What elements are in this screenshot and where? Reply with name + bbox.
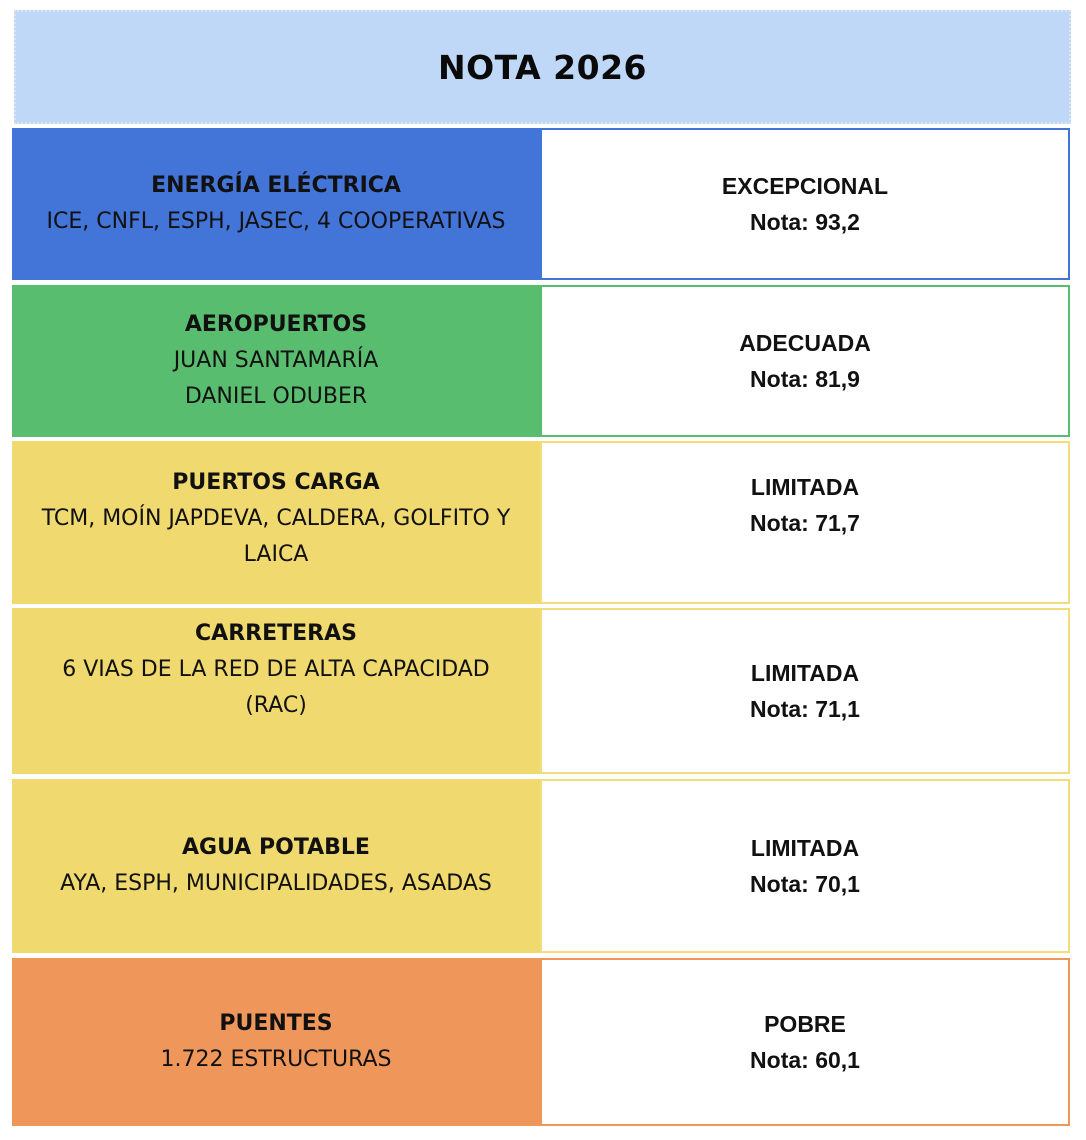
category-detail: ICE, CNFL, ESPH, JASEC, 4 COOPERATIVAS bbox=[46, 209, 506, 234]
category-detail: JUAN SANTAMARÍA bbox=[173, 348, 379, 373]
row-energia: ENERGÍA ELÉCTRICA ICE, CNFL, ESPH, JASEC… bbox=[12, 128, 1070, 280]
category-cell: CARRETERAS 6 VIAS DE LA RED DE ALTA CAPA… bbox=[12, 608, 540, 774]
category-detail: 6 VIAS DE LA RED DE ALTA CAPACIDAD bbox=[62, 657, 490, 682]
score-value: 93,2 bbox=[815, 209, 860, 235]
score-prefix: Nota: bbox=[750, 1047, 809, 1073]
category-detail: AYA, ESPH, MUNICIPALIDADES, ASADAS bbox=[60, 871, 492, 896]
score-prefix: Nota: bbox=[750, 366, 809, 392]
score-prefix: Nota: bbox=[750, 209, 809, 235]
category-cell: AEROPUERTOS JUAN SANTAMARÍA DANIEL ODUBE… bbox=[12, 285, 540, 437]
score-value: 60,1 bbox=[815, 1047, 860, 1073]
rating-label: ADECUADA bbox=[739, 330, 871, 356]
category-title: AEROPUERTOS bbox=[184, 312, 368, 337]
rating-cell: LIMITADA Nota: 71,7 bbox=[540, 441, 1070, 604]
category-title: ENERGÍA ELÉCTRICA bbox=[151, 173, 401, 198]
score-prefix: Nota: bbox=[750, 696, 809, 722]
score-text: Nota: 70,1 bbox=[750, 866, 860, 902]
rating-label: EXCEPCIONAL bbox=[721, 173, 889, 199]
score-value: 71,1 bbox=[815, 696, 860, 722]
score-value: 70,1 bbox=[815, 871, 860, 897]
page-title: NOTA 2026 bbox=[438, 47, 647, 87]
score-prefix: Nota: bbox=[750, 871, 809, 897]
row-puertos-carga: PUERTOS CARGA TCM, MOÍN JAPDEVA, CALDERA… bbox=[12, 441, 1070, 604]
category-title: AGUA POTABLE bbox=[182, 835, 370, 860]
category-title: PUERTOS CARGA bbox=[172, 470, 380, 495]
score-text: Nota: 71,1 bbox=[750, 691, 860, 727]
category-cell: AGUA POTABLE AYA, ESPH, MUNICIPALIDADES,… bbox=[12, 779, 540, 953]
rating-label: POBRE bbox=[764, 1011, 846, 1037]
category-detail: (RAC) bbox=[245, 693, 307, 718]
category-detail: TCM, MOÍN JAPDEVA, CALDERA, GOLFITO Y bbox=[41, 506, 511, 531]
row-carreteras: CARRETERAS 6 VIAS DE LA RED DE ALTA CAPA… bbox=[12, 608, 1070, 774]
category-cell: PUENTES 1.722 ESTRUCTURAS bbox=[12, 958, 540, 1126]
category-title: PUENTES bbox=[219, 1011, 333, 1036]
row-aeropuertos: AEROPUERTOS JUAN SANTAMARÍA DANIEL ODUBE… bbox=[12, 285, 1070, 437]
rating-cell: EXCEPCIONAL Nota: 93,2 bbox=[540, 128, 1070, 280]
score-text: Nota: 93,2 bbox=[750, 204, 860, 240]
category-detail: LAICA bbox=[243, 542, 309, 567]
category-detail: DANIEL ODUBER bbox=[184, 384, 368, 409]
score-text: Nota: 60,1 bbox=[750, 1042, 860, 1078]
rating-label: LIMITADA bbox=[750, 835, 860, 861]
rating-cell: POBRE Nota: 60,1 bbox=[540, 958, 1070, 1126]
header-banner: NOTA 2026 bbox=[14, 10, 1071, 124]
row-agua-potable: AGUA POTABLE AYA, ESPH, MUNICIPALIDADES,… bbox=[12, 779, 1070, 953]
score-prefix: Nota: bbox=[750, 510, 809, 536]
category-detail: 1.722 ESTRUCTURAS bbox=[160, 1047, 392, 1072]
rating-cell: ADECUADA Nota: 81,9 bbox=[540, 285, 1070, 437]
category-cell: ENERGÍA ELÉCTRICA ICE, CNFL, ESPH, JASEC… bbox=[12, 128, 540, 280]
rating-cell: LIMITADA Nota: 70,1 bbox=[540, 779, 1070, 953]
score-value: 71,7 bbox=[815, 510, 860, 536]
score-text: Nota: 71,7 bbox=[750, 505, 860, 541]
rating-label: LIMITADA bbox=[750, 474, 860, 500]
score-text: Nota: 81,9 bbox=[750, 361, 860, 397]
rating-label: LIMITADA bbox=[750, 660, 860, 686]
score-value: 81,9 bbox=[815, 366, 860, 392]
rating-cell: LIMITADA Nota: 71,1 bbox=[540, 608, 1070, 774]
category-cell: PUERTOS CARGA TCM, MOÍN JAPDEVA, CALDERA… bbox=[12, 441, 540, 604]
row-puentes: PUENTES 1.722 ESTRUCTURAS POBRE Nota: 60… bbox=[12, 958, 1070, 1126]
category-title: CARRETERAS bbox=[195, 621, 357, 646]
